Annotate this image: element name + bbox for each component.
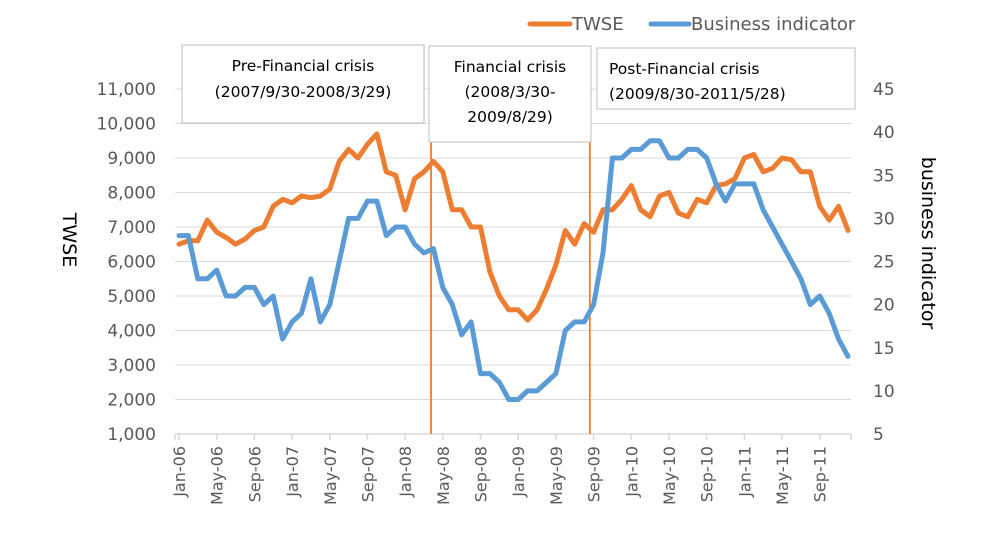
x-tick-label: May-07 [321,446,340,505]
legend: TWSE Business indicator [527,14,856,35]
x-tick-label: May-06 [208,446,227,505]
x-tick-label: Jan-11 [735,446,754,498]
legend-label-twse: TWSE [571,14,624,35]
x-tick-label: Jan-07 [283,446,302,498]
y2-tick-label: 20 [873,296,895,316]
x-tick-label: Sep-11 [811,446,830,502]
y-tick-label: 9,000 [107,149,156,169]
annotation-crisis-line1: Financial crisis [454,58,566,76]
y-tick-label: 1,000 [107,425,156,445]
y-tick-label: 5,000 [107,287,156,307]
x-tick-label: Jan-09 [509,446,528,498]
x-tick-label: Sep-08 [472,446,491,502]
x-axis-ticks: Jan-06 May-06 Sep-06 Jan-07 May-07 Sep-07 Jan-… [170,434,852,505]
annotation-crisis: Financial crisis (2008/3/30- 2009/8/29) [428,45,592,143]
y2-tick-label: 5 [873,425,884,445]
x-tick-label: May-09 [547,446,566,505]
x-tick-label: Jan-10 [622,446,641,498]
y-tick-label: 11,000 [97,80,156,100]
y-tick-label: 2,000 [107,391,156,411]
left-axis-ticks: 1,000 2,000 3,000 4,000 5,000 6,000 7,000 8,000… [97,80,156,445]
x-tick-label: Sep-09 [585,446,604,502]
x-tick-label: May-08 [434,446,453,505]
right-axis-title: business indicator [917,157,939,330]
annotation-post-crisis: Post-Financial crisis (2009/8/30-2011/5/… [596,47,856,110]
y-tick-label: 6,000 [107,253,156,273]
y-tick-label: 3,000 [107,356,156,376]
annotation-post-line2: (2009/8/30-2011/5/28) [609,85,786,103]
left-axis-title: TWSE [58,212,80,267]
annotation-pre-line1: Pre-Financial crisis [232,57,375,75]
y-tick-label: 7,000 [107,218,156,238]
y-tick-label: 8,000 [107,184,156,204]
x-tick-label: Sep-10 [698,446,717,502]
legend-label-business: Business indicator [691,14,856,35]
x-tick-label: Jan-06 [170,446,189,498]
y-tick-label: 10,000 [97,115,156,135]
y2-tick-label: 40 [873,123,895,143]
x-tick-label: May-10 [660,446,679,505]
y-tick-label: 4,000 [107,322,156,342]
y2-tick-label: 45 [873,80,895,100]
annotation-post-line1: Post-Financial crisis [609,60,759,78]
y2-tick-label: 35 [873,166,895,186]
x-tick-label: May-11 [773,446,792,505]
right-axis-ticks: 5 10 15 20 25 30 35 40 45 [873,80,895,445]
annotation-crisis-line3: 2009/8/29) [467,108,553,126]
crisis-marker-lines [430,142,591,434]
y2-tick-label: 10 [873,382,895,402]
x-tick-label: Sep-06 [245,446,264,502]
annotation-crisis-line2: (2008/3/30- [464,83,555,101]
x-tick-label: Jan-08 [396,446,415,498]
y2-tick-label: 25 [873,253,895,273]
annotation-pre-crisis: Pre-Financial crisis (2007/9/30-2008/3/2… [181,44,425,124]
series-lines [176,131,851,402]
annotation-pre-line2: (2007/9/30-2008/3/29) [215,83,392,101]
series-line-business-indicator [176,138,851,402]
y2-tick-label: 15 [873,339,895,359]
series-line-twse [176,131,851,323]
y2-tick-label: 30 [873,209,895,229]
x-tick-label: Sep-07 [358,446,377,502]
